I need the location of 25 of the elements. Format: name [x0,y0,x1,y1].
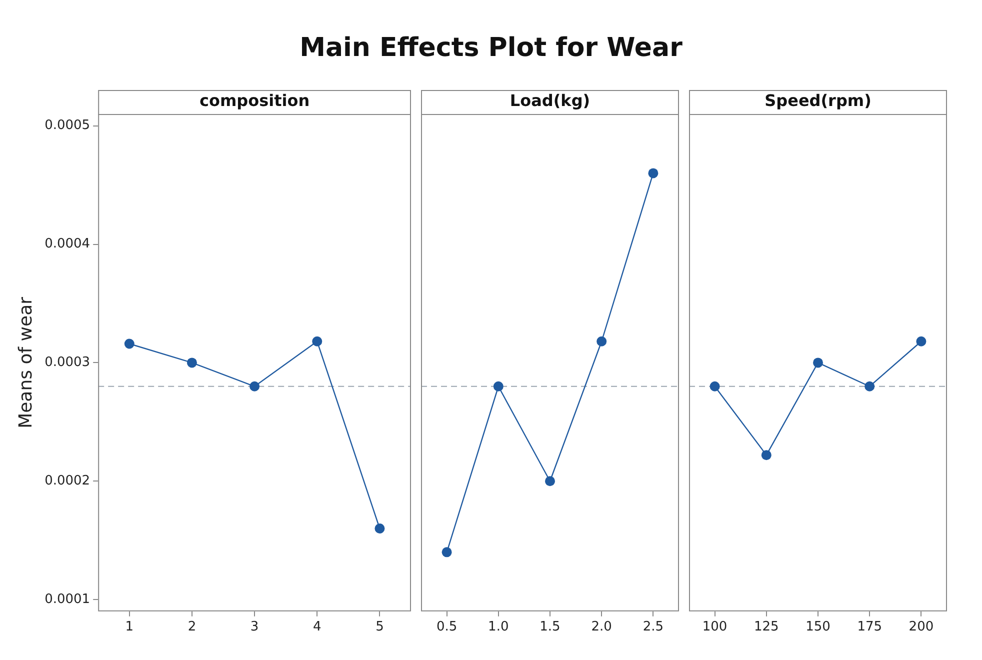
x-tick-label: 0.5 [436,620,458,635]
x-tick-label: 175 [857,620,882,635]
x-tick-label: 1.5 [540,620,560,635]
x-tick-label: 2.0 [591,620,612,635]
x-tick-label: 3 [250,620,259,635]
x-axis-title: composition [199,91,310,110]
x-tick-label: 2.5 [642,620,664,635]
x-tick-label: 4 [312,620,322,635]
x-tick-label: 2 [188,620,196,635]
y-tick-label: 0.0004 [44,236,90,252]
x-axis-title: Load(kg) [510,91,590,110]
x-tick-label: 200 [908,620,934,635]
x-axis-title: Speed(rpm) [764,91,872,110]
x-tick-label: 1 [125,620,134,635]
y-tick-label: 0.0002 [44,474,90,489]
y-tick-label: 0.0003 [44,355,90,370]
text: Main Effects Plot for Wear [298,32,684,65]
x-tick-label: 100 [702,620,728,635]
y-axis-title: Means of wear [15,296,36,428]
x-tick-label: 5 [376,620,384,635]
y-tick-label: 0.0001 [44,592,90,607]
x-tick-label: 125 [754,620,779,635]
y-tick-label: 0.0005 [44,118,90,134]
x-tick-label: 1.0 [488,620,509,635]
x-tick-label: 150 [806,620,830,635]
